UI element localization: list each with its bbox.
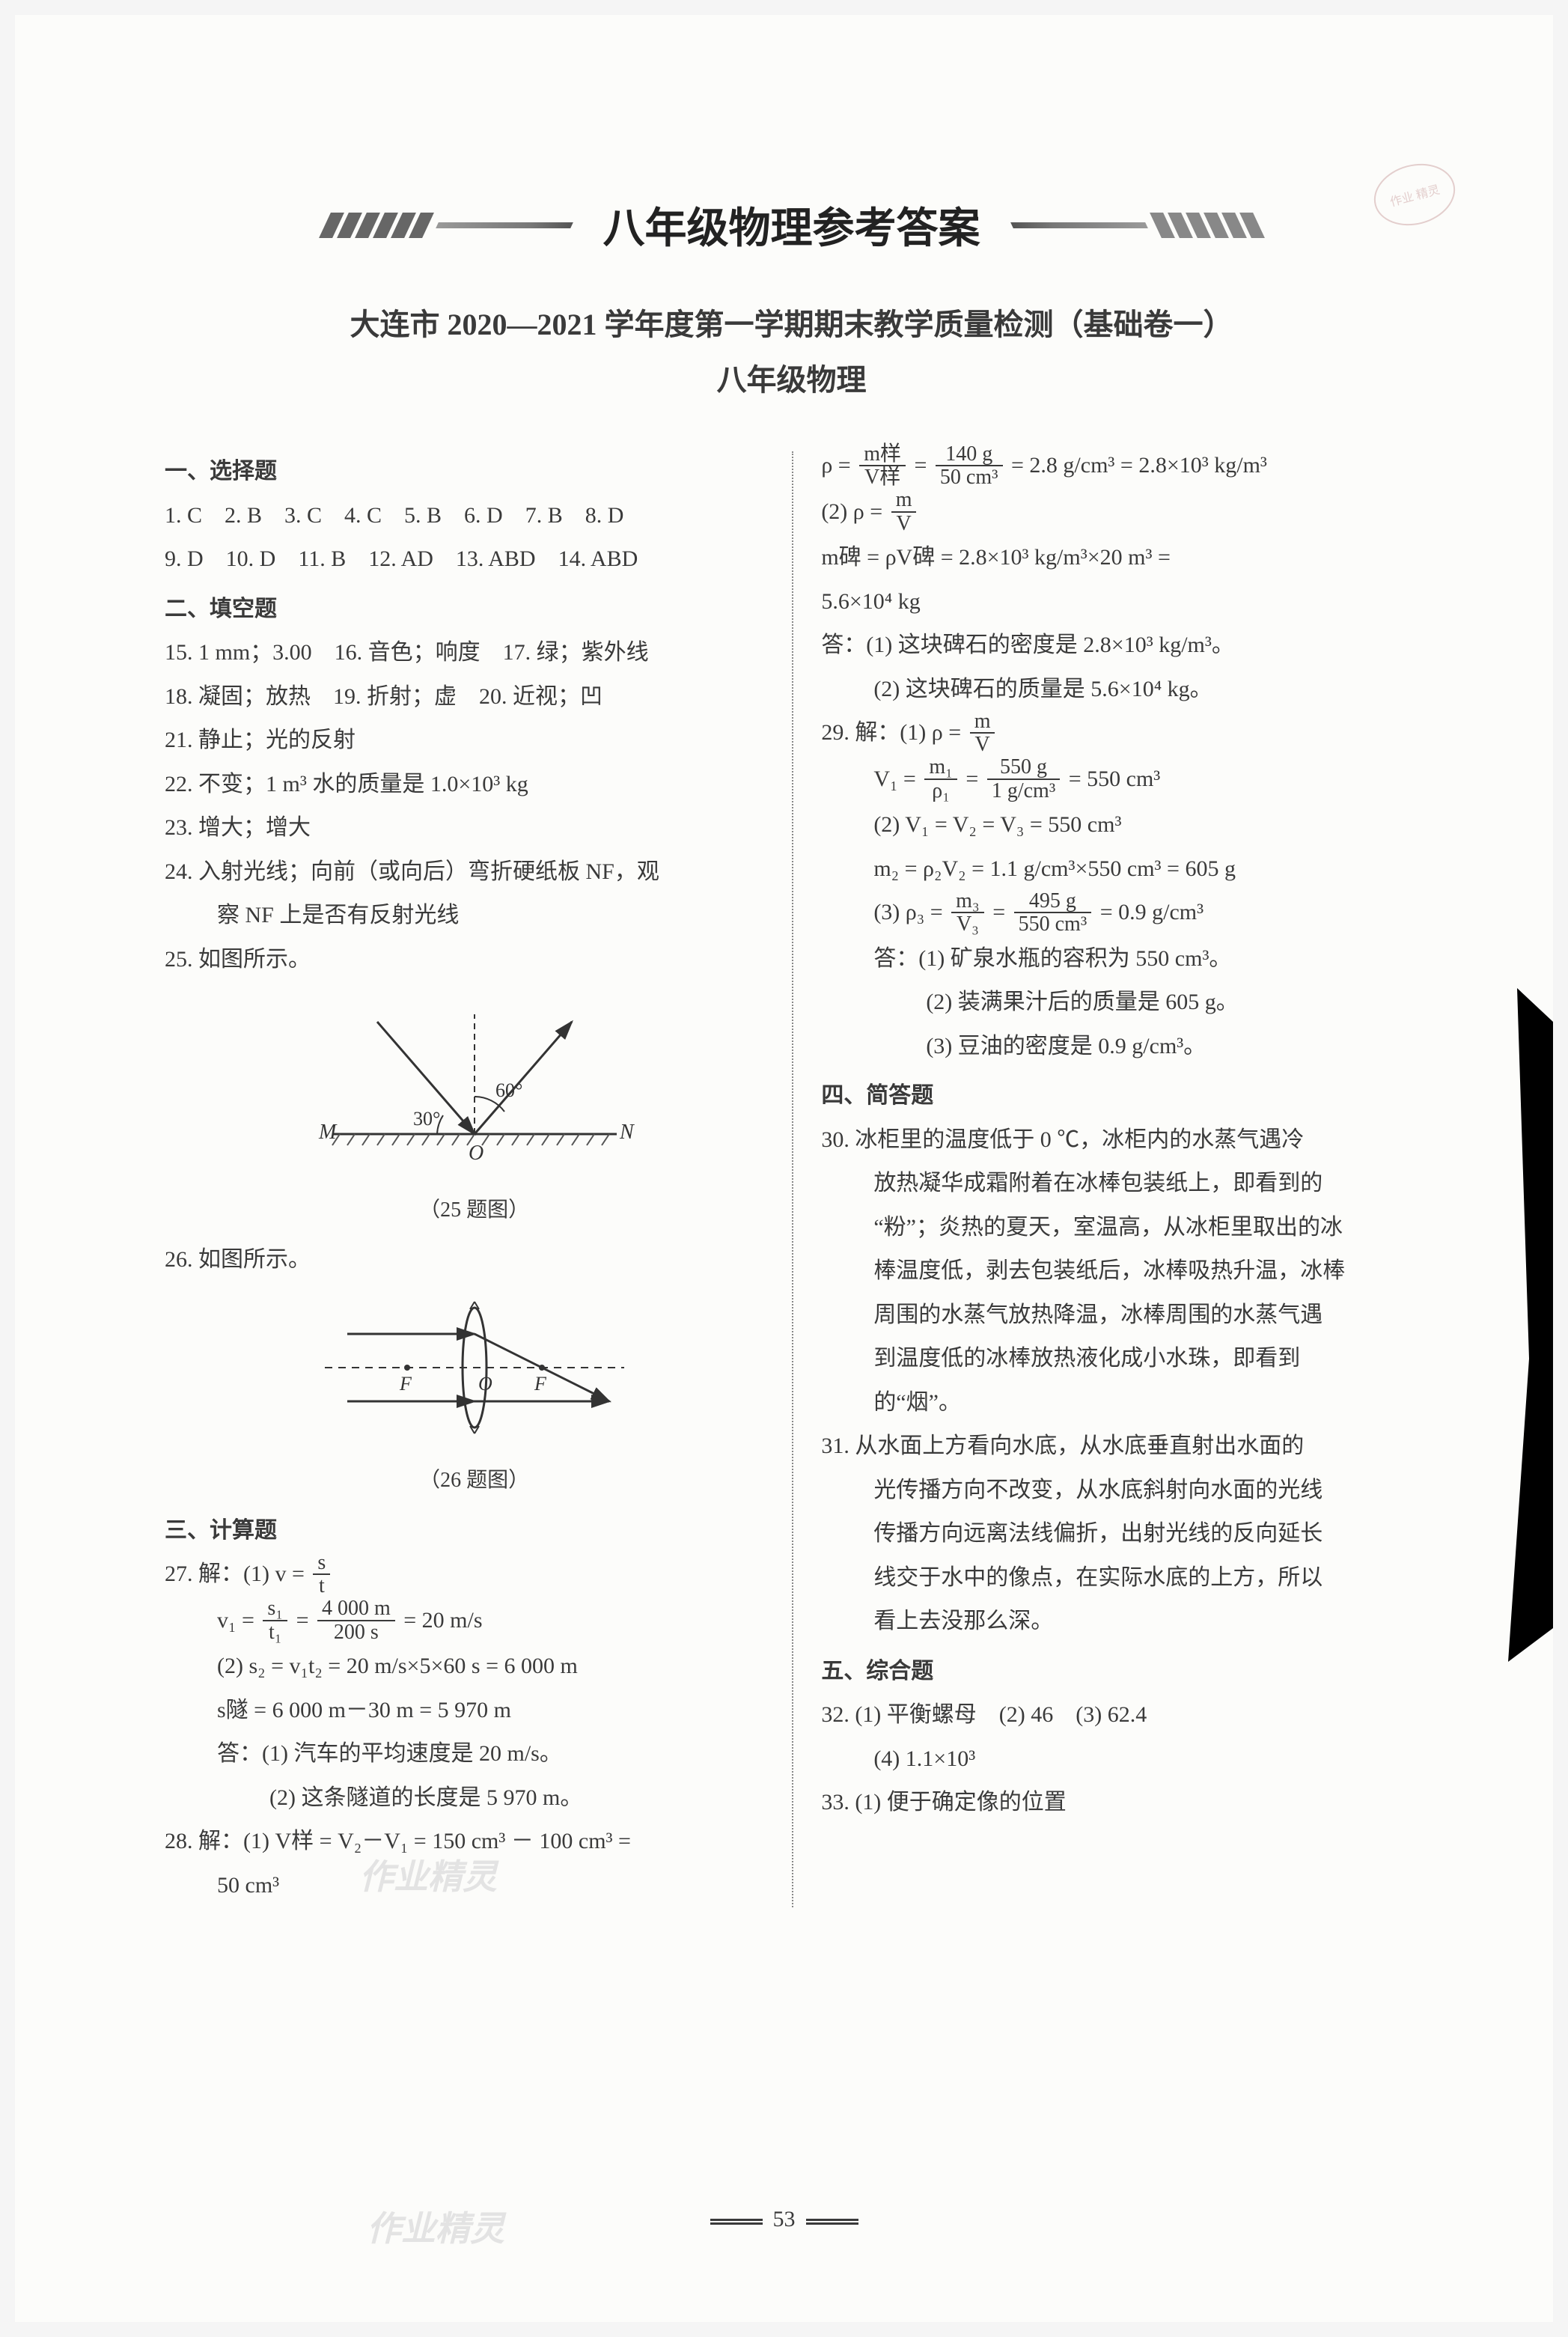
page-number: 53 (773, 2207, 796, 2232)
header-band: 八年级物理参考答案 (165, 195, 1418, 255)
q30g: 的“烟”。 (821, 1381, 1418, 1425)
q27-line1: 27. 解：(1) v = s t (165, 1553, 784, 1599)
mc-row-2: 9. D 10. D 11. B 12. AD 13. ABD 14. ABD (165, 537, 784, 582)
page-num-decor-left (710, 2219, 763, 2221)
fill-q24b: 察 NF 上是否有反射光线 (165, 894, 784, 938)
fill-q25: 25. 如图所示。 (165, 938, 784, 982)
q31d: 线交于水中的像点，在实际水底的上方，所以 (821, 1556, 1418, 1600)
fig25-angle-60: 60° (495, 1079, 522, 1101)
fill-q26: 26. 如图所示。 (165, 1238, 784, 1282)
figure-26-svg: F O F (310, 1293, 639, 1442)
fig26-label-o: O (478, 1373, 492, 1395)
q27-line4: s隧 = 6 000 m－30 m = 5 970 m (165, 1689, 784, 1733)
q30b: 放热凝华成霜附着在冰棒包装纸上，即看到的 (821, 1162, 1418, 1206)
subtitle-line-1: 大连市 2020—2021 学年度第一学期期末教学质量检测（基础卷一） (165, 300, 1418, 344)
q30e: 周围的水蒸气放热降温，冰棒周围的水蒸气遇 (821, 1294, 1418, 1338)
column-divider (792, 451, 793, 1907)
fill-q22: 22. 不变；1 m³ 水的质量是 1.0×10³ kg (165, 763, 784, 807)
q29-ans3: (3) 豆油的密度是 0.9 g/cm³。 (821, 1025, 1418, 1069)
q27-line2: v₁ = s₁ t₁ = 4 000 m 200 s = 20 m/s (165, 1599, 784, 1645)
fig25-label-o: O (469, 1142, 483, 1165)
decor-band-right (1010, 222, 1148, 228)
figure-25: 60° 30° M N O (165, 992, 784, 1187)
q28-ans1: 答：(1) 这块碑石的密度是 2.8×10³ kg/m³。 (821, 624, 1418, 668)
fill-q15: 15. 1 mm；3.00 16. 音色；响度 17. 绿；紫外线 (165, 631, 784, 675)
fill-q24a: 24. 入射光线；向前（或向后）弯折硬纸板 NF，观 (165, 850, 784, 895)
q27-ans1: 答：(1) 汽车的平均速度是 20 m/s。 (165, 1732, 784, 1776)
section-3-heading: 三、计算题 (165, 1509, 784, 1553)
decor-slashes-right (1156, 213, 1259, 238)
section-2-heading: 二、填空题 (165, 588, 784, 632)
fig25-angle-30: 30° (413, 1108, 440, 1130)
decor-slashes-left (325, 213, 428, 238)
q27-frac: s t (313, 1552, 330, 1597)
section-5-heading: 五、综合题 (821, 1650, 1418, 1694)
q28-line1: 28. 解：(1) V样 = V₂－V₁ = 150 cm³ － 100 cm³… (165, 1820, 784, 1864)
scan-edge-artifact (1493, 988, 1553, 1662)
fig26-label-f1: F (399, 1373, 412, 1395)
q28-ans2: (2) 这块碑石的质量是 5.6×10⁴ kg。 (821, 668, 1418, 712)
fig26-label-f2: F (534, 1373, 547, 1395)
figure-26-caption: （26 题图） (165, 1460, 784, 1502)
mc-row-1: 1. C 2. B 3. C 4. C 5. B 6. D 7. B 8. D (165, 494, 784, 538)
q28-line2: 50 cm³ (165, 1864, 784, 1908)
q32: 32. (1) 平衡螺母 (2) 46 (3) 62.4 (821, 1693, 1418, 1737)
page-num-decor-right (806, 2219, 858, 2221)
q29-ans2: (2) 装满果汁后的质量是 605 g。 (821, 981, 1418, 1025)
q30f: 到温度低的冰棒放热液化成小水珠，即看到 (821, 1337, 1418, 1381)
fig25-label-m: M (318, 1121, 338, 1144)
page-number-band: 53 (15, 2207, 1553, 2232)
q30d: 棒温度低，剥去包装纸后，冰棒吸热升温，冰棒 (821, 1249, 1418, 1294)
q29-l5: (3) ρ₃ = m₃ V₃ = 495 g 550 cm³ = 0.9 g/c… (821, 891, 1418, 937)
figure-26: F O F (165, 1293, 784, 1458)
q27-head: 27. 解：(1) v = (165, 1561, 305, 1586)
fig25-label-n: N (619, 1121, 635, 1144)
q30a: 30. 冰柜里的温度低于 0 ℃，冰柜内的水蒸气遇冷 (821, 1118, 1418, 1163)
q29-head-line: 29. 解：(1) ρ = m V (821, 711, 1418, 758)
right-column: ρ = m样 V样 = 140 g 50 cm³ = 2.8 g/cm³ = 2… (799, 444, 1418, 1907)
fill-q18: 18. 凝固；放热 19. 折射；虚 20. 近视；凹 (165, 675, 784, 719)
page: 作业 精灵 八年级物理参考答案 大连市 2020—2021 学年度第一学期期末教… (15, 15, 1553, 2322)
fill-q21: 21. 静止；光的反射 (165, 719, 784, 763)
rho2-line: (2) ρ = m V (821, 490, 1418, 537)
q31b: 光传播方向不改变，从水底斜射向水面的光线 (821, 1469, 1418, 1513)
section-1-heading: 一、选择题 (165, 450, 784, 494)
q30c: “粉”；炎热的夏天，室温高，从冰柜里取出的冰 (821, 1206, 1418, 1250)
q33: 33. (1) 便于确定像的位置 (821, 1781, 1418, 1825)
rho-line: ρ = m样 V样 = 140 g 50 cm³ = 2.8 g/cm³ = 2… (821, 444, 1418, 490)
content-columns: 一、选择题 1. C 2. B 3. C 4. C 5. B 6. D 7. B… (165, 444, 1418, 1907)
q27-line3: (2) s₂ = v₁t₂ = 20 m/s×5×60 s = 6 000 m (165, 1645, 784, 1689)
fill-q23: 23. 增大；增大 (165, 806, 784, 850)
q29-v1-line: V₁ = m₁ ρ₁ = 550 g 1 g/cm³ = 550 cm³ (821, 758, 1418, 804)
figure-25-svg: 60° 30° M N O (310, 992, 639, 1171)
section-4-heading: 四、简答题 (821, 1074, 1418, 1118)
m-eq: m碑 = ρV碑 = 2.8×10³ kg/m³×20 m³ = (821, 536, 1418, 580)
m-res: 5.6×10⁴ kg (821, 580, 1418, 624)
decor-band-left (436, 222, 573, 228)
q31a: 31. 从水面上方看向水底，从水底垂直射出水面的 (821, 1425, 1418, 1469)
q31c: 传播方向远离法线偏折，出射光线的反向延长 (821, 1512, 1418, 1556)
q31e: 看上去没那么深。 (821, 1600, 1418, 1644)
main-title: 八年级物理参考答案 (581, 195, 1003, 255)
q27-ans2: (2) 这条隧道的长度是 5 970 m。 (165, 1776, 784, 1820)
q32b: (4) 1.1×10³ (821, 1737, 1418, 1782)
q29-l4: m₂ = ρ₂V₂ = 1.1 g/cm³×550 cm³ = 605 g (821, 847, 1418, 892)
q29-ans1: 答：(1) 矿泉水瓶的容积为 550 cm³。 (821, 937, 1418, 981)
left-column: 一、选择题 1. C 2. B 3. C 4. C 5. B 6. D 7. B… (165, 444, 784, 1907)
subtitle-line-2: 八年级物理 (165, 356, 1418, 399)
figure-25-caption: （25 题图） (165, 1190, 784, 1231)
q29-l3: (2) V₁ = V₂ = V₃ = 550 cm³ (821, 803, 1418, 847)
